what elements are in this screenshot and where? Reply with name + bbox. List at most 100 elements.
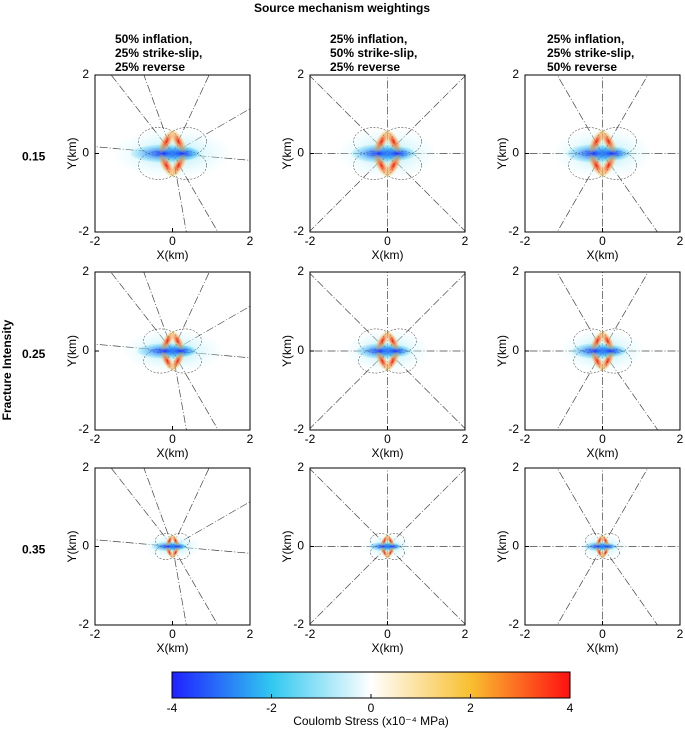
positive-lobe — [375, 351, 390, 372]
fault-trace — [172, 108, 250, 154]
x-axis-label: X(km) — [587, 641, 619, 655]
fault-trace — [602, 272, 649, 352]
y-axis-label: Y(km) — [65, 138, 79, 170]
positive-lobe — [601, 534, 610, 547]
contour-line — [169, 533, 190, 548]
positive-lobe — [590, 351, 605, 372]
x-tick-label: 2 — [462, 627, 469, 641]
fault-trace — [310, 273, 388, 352]
fault-trace — [172, 153, 219, 232]
positive-lobe — [600, 351, 615, 372]
fault-trace — [110, 75, 173, 154]
x-tick-label: 0 — [384, 627, 391, 641]
positive-lobe — [375, 330, 390, 351]
plot-area — [95, 272, 250, 430]
plot-area — [310, 75, 465, 232]
x-tick-label: -2 — [305, 234, 316, 248]
row-label: 0.35 — [22, 543, 46, 557]
y-axis-label: Y(km) — [280, 138, 294, 170]
fault-trace — [556, 546, 603, 625]
y-axis-label: Y(km) — [495, 335, 509, 367]
x-tick-label: 2 — [462, 234, 469, 248]
fault-trace — [172, 305, 250, 352]
x-tick-label: 0 — [169, 432, 176, 446]
positive-lobe — [158, 129, 175, 154]
fault-trace — [387, 350, 465, 429]
plot-area — [310, 272, 465, 430]
y-axis-label: Y(km) — [280, 335, 294, 367]
negative-lobe — [380, 345, 412, 357]
x-axis-label: X(km) — [372, 248, 404, 262]
row-title: Fracture Intensity — [0, 319, 14, 420]
x-axis-label: X(km) — [157, 641, 189, 655]
column-label: 50% inflation, — [115, 32, 192, 46]
y-axis-label: Y(km) — [65, 335, 79, 367]
x-tick-label: 2 — [677, 432, 684, 446]
fault-trace — [110, 272, 173, 352]
x-tick-label: 0 — [599, 627, 606, 641]
fault-trace — [172, 75, 210, 154]
fault-trace — [602, 153, 658, 232]
y-tick-label: -2 — [78, 617, 89, 631]
positive-lobe — [171, 546, 180, 559]
fault-trace — [172, 546, 250, 554]
positive-lobe — [385, 153, 402, 178]
fault-trace — [387, 468, 465, 547]
y-axis-label: Y(km) — [280, 531, 294, 563]
fault-trace — [95, 343, 173, 352]
negative-lobe — [594, 146, 631, 161]
x-tick-label: -2 — [520, 432, 531, 446]
colorbar-tick-label: -2 — [266, 701, 277, 715]
y-axis-label: Y(km) — [495, 531, 509, 563]
positive-lobe — [590, 330, 605, 351]
fault-trace — [310, 468, 388, 547]
x-axis-label: X(km) — [372, 641, 404, 655]
x-tick-label: 0 — [169, 627, 176, 641]
fault-trace — [310, 153, 388, 232]
fault-trace — [172, 501, 250, 547]
y-tick-label: 2 — [297, 460, 304, 474]
fault-trace — [556, 153, 603, 232]
y-tick-label: 2 — [82, 264, 89, 278]
fault-trace — [172, 350, 187, 430]
figure-title: Source mechanism weightings — [254, 1, 430, 15]
x-axis-label: X(km) — [587, 248, 619, 262]
column-label: 25% reverse — [115, 60, 185, 74]
x-tick-label: -2 — [90, 234, 101, 248]
fault-trace — [143, 272, 173, 352]
fault-trace — [110, 468, 173, 547]
y-tick-label: 2 — [512, 67, 519, 81]
plot-area — [525, 75, 680, 232]
positive-lobe — [588, 153, 605, 178]
fault-trace — [602, 546, 658, 625]
x-tick-label: 2 — [247, 627, 254, 641]
negative-lobe — [383, 543, 402, 550]
column-label: 25% inflation, — [330, 32, 407, 46]
column-label: 25% strike-slip, — [547, 46, 634, 60]
y-tick-label: -2 — [508, 224, 519, 238]
y-tick-label: -2 — [78, 422, 89, 436]
fault-trace — [172, 468, 210, 547]
negative-lobe — [168, 543, 187, 550]
negative-lobe — [595, 345, 627, 357]
negative-lobe — [165, 345, 197, 357]
plot-area — [310, 468, 465, 625]
positive-lobe — [595, 534, 604, 547]
x-axis-label: X(km) — [372, 446, 404, 460]
positive-lobe — [165, 546, 174, 559]
x-tick-label: 2 — [462, 432, 469, 446]
x-tick-label: 2 — [247, 432, 254, 446]
fault-trace — [310, 75, 388, 154]
positive-lobe — [386, 534, 395, 547]
y-tick-label: -2 — [293, 422, 304, 436]
y-tick-label: 2 — [82, 67, 89, 81]
positive-lobe — [165, 534, 174, 547]
y-tick-label: 0 — [82, 539, 89, 553]
plot-area — [525, 272, 680, 430]
negative-lobe — [598, 543, 617, 550]
x-tick-label: 2 — [677, 627, 684, 641]
y-tick-label: 0 — [82, 343, 89, 357]
x-tick-label: 0 — [169, 234, 176, 248]
x-axis-label: X(km) — [587, 446, 619, 460]
positive-lobe — [588, 129, 605, 154]
